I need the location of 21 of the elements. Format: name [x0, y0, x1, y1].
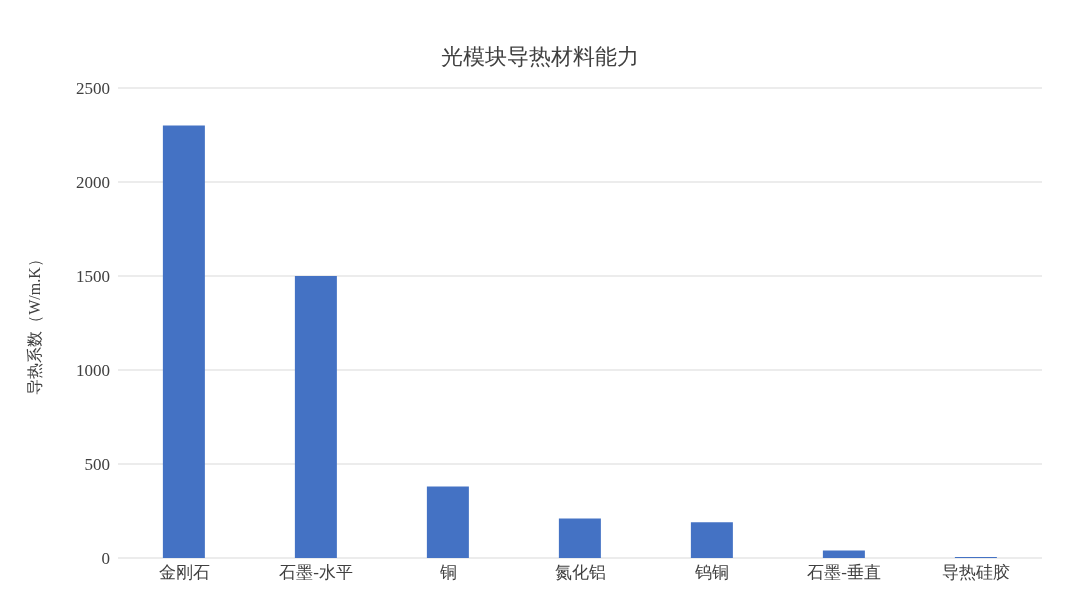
bar [162, 125, 205, 558]
y-tick-label: 1500 [76, 267, 110, 287]
x-tick-label: 石墨-水平 [279, 563, 353, 583]
x-tick-label: 金刚石 [158, 563, 210, 583]
bar [558, 518, 601, 558]
y-tick-label: 2000 [76, 173, 110, 193]
x-tick-label: 氮化铝 [554, 563, 606, 583]
y-tick-label: 500 [84, 455, 110, 475]
y-axis-title: 导热系数（W/m.K） [25, 251, 43, 395]
x-tick-label: 石墨-垂直 [807, 563, 881, 583]
y-tick-label: 2500 [76, 79, 110, 99]
bar [690, 522, 733, 558]
bar [426, 486, 469, 558]
x-tick-label: 钨铜 [694, 563, 729, 583]
x-tick-label: 铜 [438, 563, 457, 583]
bar [822, 550, 865, 558]
y-tick-label: 0 [101, 549, 110, 569]
x-tick-label: 导热硅胶 [942, 563, 1010, 583]
chart-title: 光模块导热材料能力 [440, 43, 640, 71]
bar [294, 276, 337, 558]
y-tick-label: 1000 [76, 361, 110, 381]
